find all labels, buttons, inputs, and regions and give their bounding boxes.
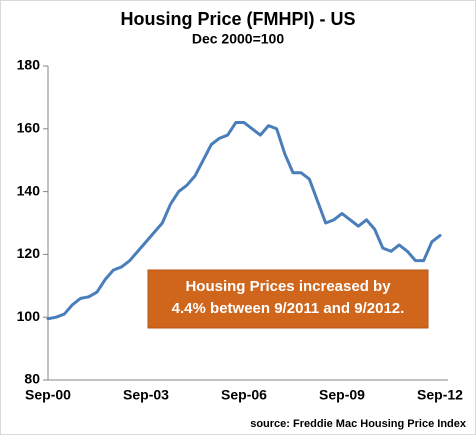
y-tick-label: 180 [17,57,41,73]
x-tick-label: Sep-03 [123,387,169,403]
y-tick-label: 100 [17,308,41,324]
data-line [46,121,442,321]
chart-subtitle: Dec 2000=100 [192,31,284,47]
x-tick-label: Sep-00 [25,387,71,403]
x-tick-label: Sep-09 [319,387,365,403]
annotation-line: Housing Prices increased by [185,278,391,295]
annotation-box [147,269,429,329]
x-tick-label: Sep-12 [417,387,463,403]
y-tick-label: 160 [17,120,41,136]
y-tick-label: 140 [17,182,41,198]
chart-title: Housing Price (FMHPI) - US [120,9,355,29]
x-tick-label: Sep-06 [221,387,267,403]
annotation-line: 4.4% between 9/2011 and 9/2012. [172,300,405,317]
y-tick-label: 80 [24,371,40,387]
source-note: source: Freddie Mac Housing Price Index [250,418,467,430]
y-tick-label: 120 [17,245,41,261]
